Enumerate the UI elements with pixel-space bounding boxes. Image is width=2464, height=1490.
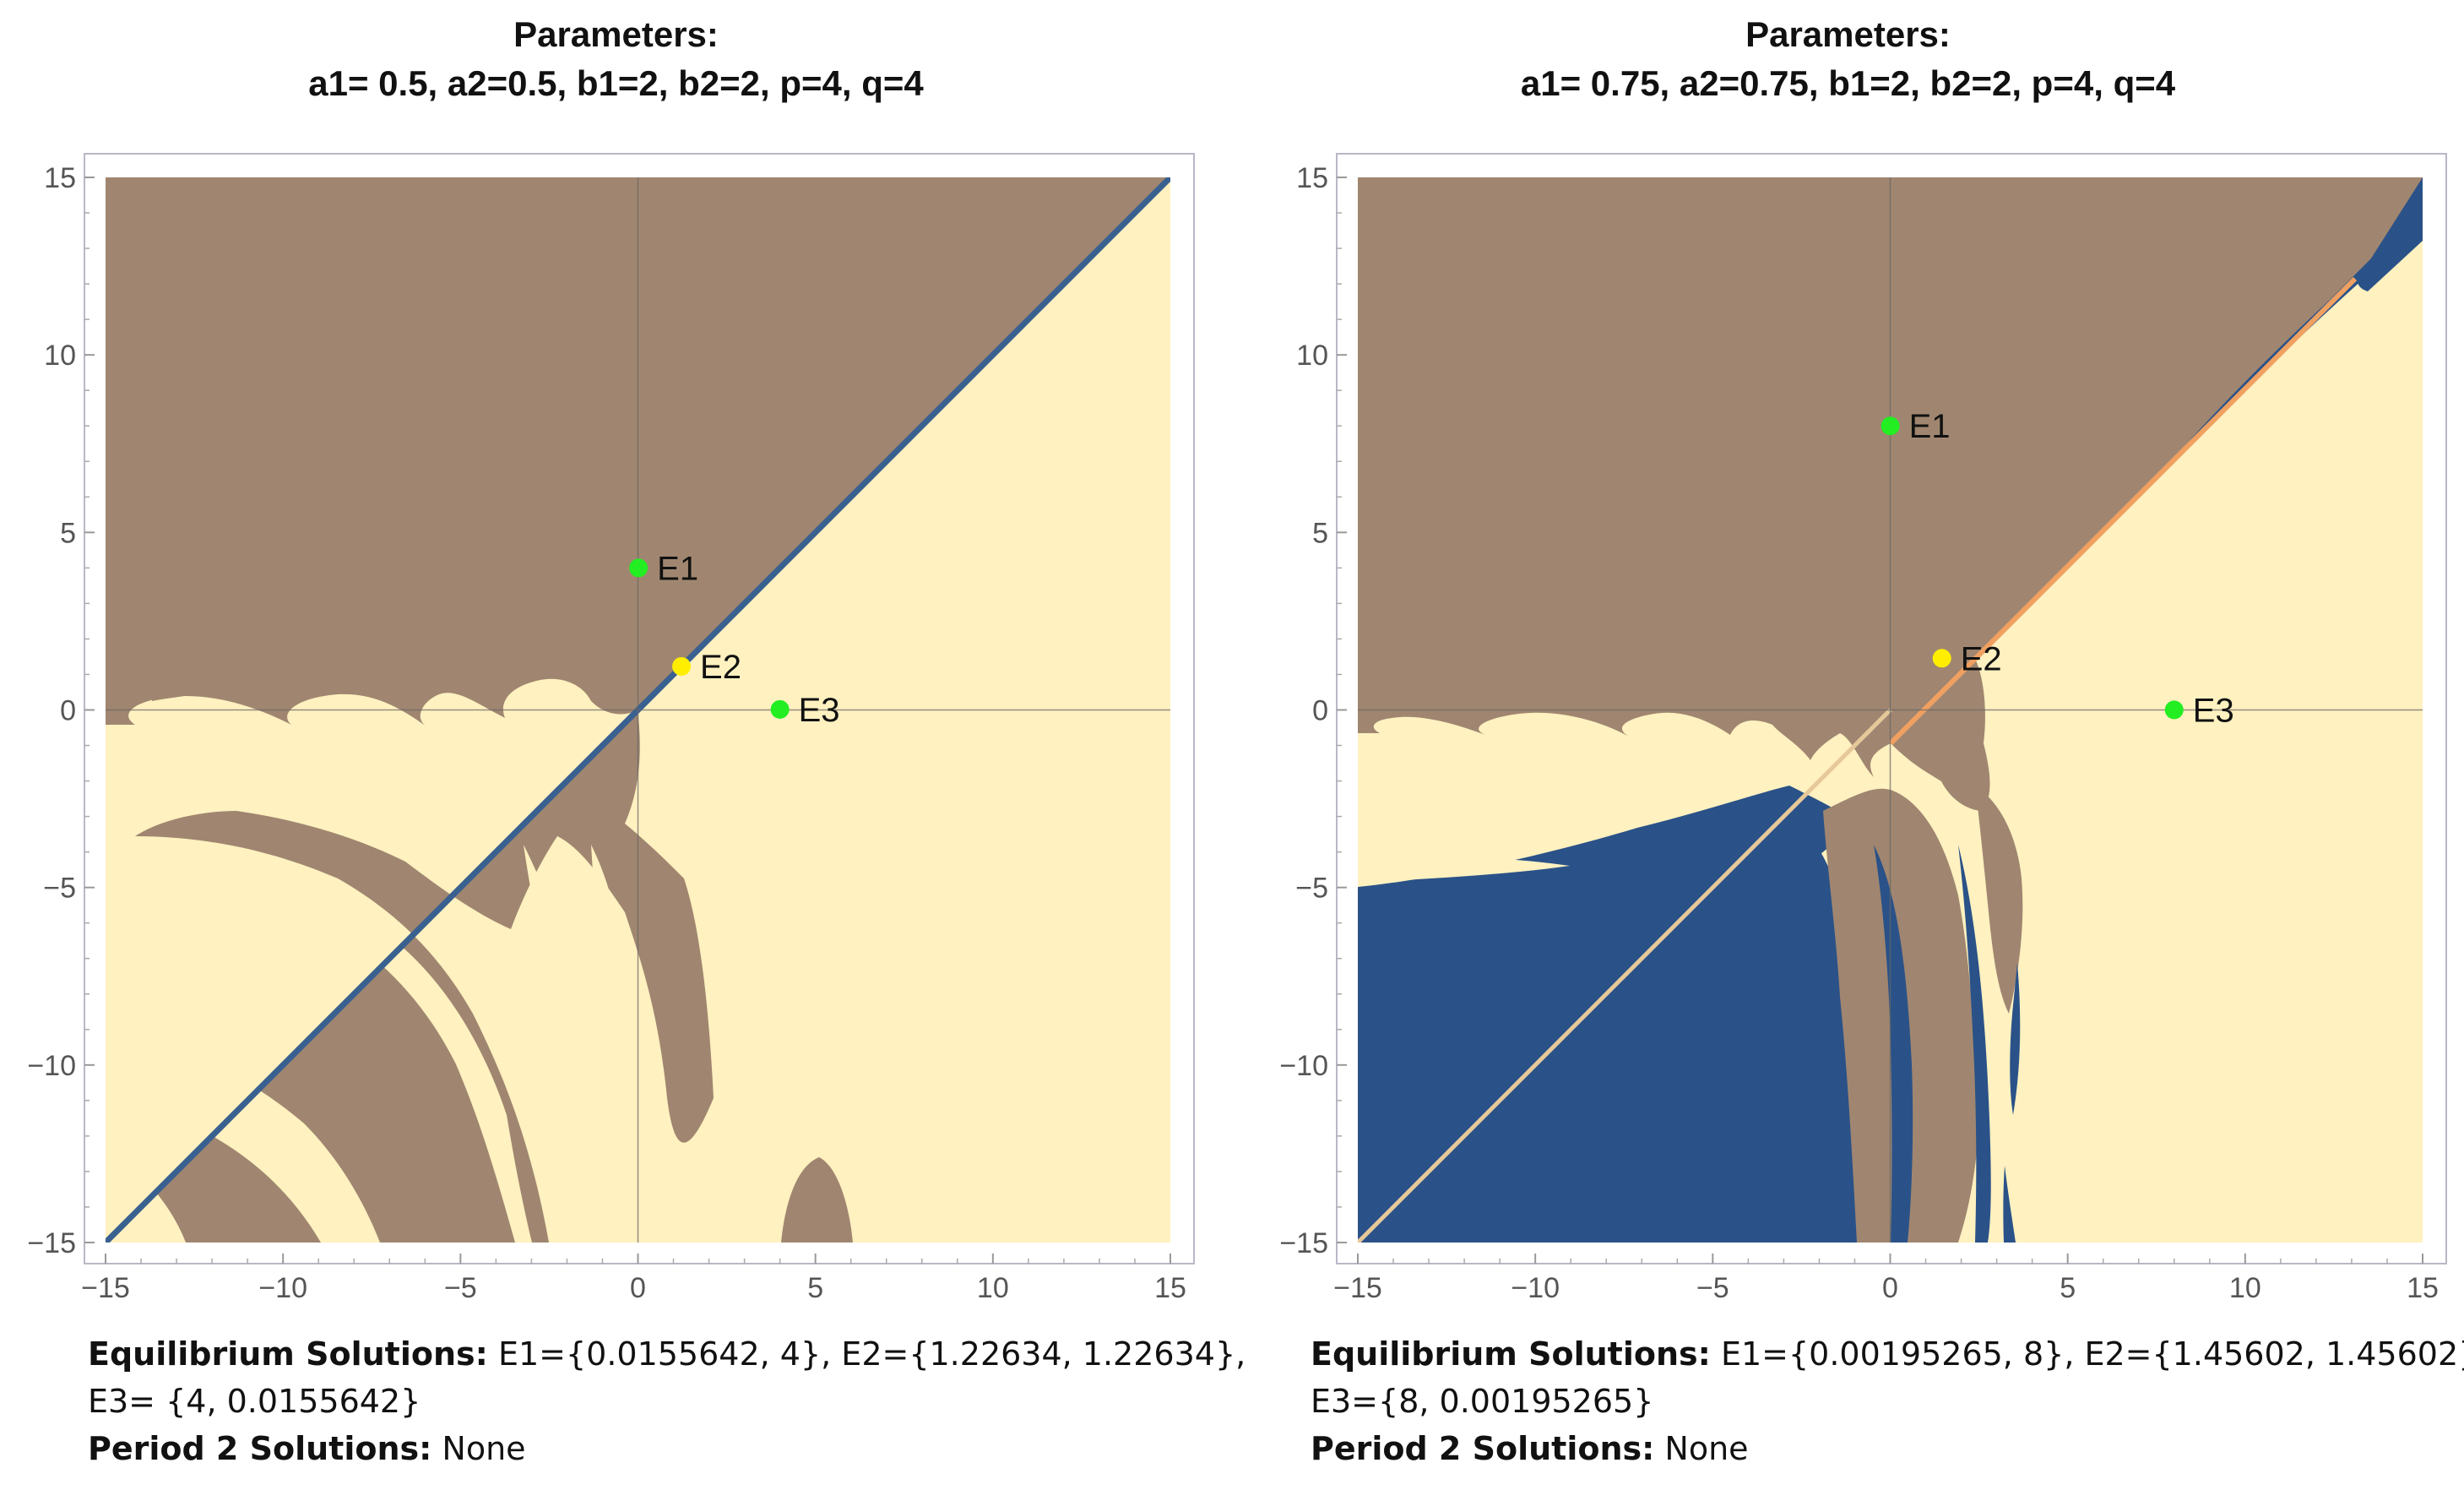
footer-text: Equilibrium Solutions: E1={0.00195265, 8… <box>1311 1330 2464 1472</box>
equilibrium-label: E1 <box>1909 408 1951 445</box>
equilibrium-point <box>1932 649 1951 668</box>
equilibrium-line-2: E3= {4, 0.0155642} <box>88 1383 421 1420</box>
period2-line: Period 2 Solutions: None <box>88 1425 1246 1472</box>
x-tick-label: −5 <box>444 1272 477 1304</box>
equilibrium-label: Equilibrium Solutions: <box>88 1335 488 1373</box>
basin-region-cream <box>1358 748 1570 781</box>
x-tick-label: 5 <box>2060 1272 2076 1304</box>
equilibrium-values: E1={0.00195265, 8}, E2={1.45602, 1.45602… <box>1710 1335 2464 1373</box>
x-tick-label: 0 <box>1882 1272 1898 1304</box>
plot-frame <box>84 153 1195 1264</box>
x-tick-label: 5 <box>807 1272 823 1304</box>
plot-area: E1 E2 E3 <box>106 177 1170 1243</box>
basin-region-blue <box>1874 845 1913 1243</box>
basin-plot: E1 E2 E3 −15 −10 −5 0 5 10 15 −15 −10 −5 0 5 10 15 <box>1279 153 2447 1304</box>
y-tick-label: −15 <box>1279 1227 1328 1259</box>
basin-region-cream <box>524 845 601 1149</box>
equilibrium-point <box>770 699 790 719</box>
basin-region-brown <box>253 647 456 672</box>
x-tick-label: −5 <box>1696 1272 1729 1304</box>
equilibrium-label: E1 <box>657 550 698 587</box>
equilibrium-point <box>672 656 692 676</box>
equilibrium-values: E1={0.0155642, 4}, E2={1.22634, 1.22634}… <box>487 1335 1246 1373</box>
y-tick-label: 5 <box>60 517 76 549</box>
basin-region-brown <box>152 666 355 701</box>
diagonal-line <box>1358 708 1892 1243</box>
basin-region-brown <box>106 583 253 632</box>
basin-region-cream <box>135 866 532 1243</box>
x-tick-label: 0 <box>630 1272 646 1304</box>
basin-region-blue <box>1358 811 1878 1243</box>
x-tick-label: 15 <box>1154 1272 1186 1304</box>
x-tick-label: 10 <box>977 1272 1009 1304</box>
x-tick-label: −15 <box>1333 1272 1382 1304</box>
y-tick-label: 10 <box>44 340 76 372</box>
chart-title: Parameters: a1= 0.75, a2=0.75, b1=2, b2=… <box>1232 10 2464 108</box>
y-tick-label: 10 <box>1296 340 1328 372</box>
diagonal-line <box>1888 276 2358 746</box>
equilibrium-point <box>1881 416 1900 436</box>
period2-label: Period 2 Solutions: <box>88 1430 432 1467</box>
period2-value: None <box>1654 1430 1749 1467</box>
period2-value: None <box>431 1430 526 1467</box>
y-tick-label: 15 <box>1296 162 1328 194</box>
plot-frame <box>1336 153 2447 1264</box>
basin-region-cream <box>1358 856 1570 883</box>
basin-region-blue <box>2003 1166 2016 1243</box>
period2-label: Period 2 Solutions: <box>1311 1430 1655 1467</box>
equilibrium-label: E3 <box>2193 692 2234 729</box>
equilibrium-label: E3 <box>799 692 840 729</box>
chart-title-line2: a1= 0.5, a2=0.5, b1=2, b2=2, p=4, q=4 <box>308 63 924 103</box>
basin-region-blue <box>1958 845 1991 1243</box>
equilibrium-label: Equilibrium Solutions: <box>1311 1335 1711 1373</box>
basin-region-brown <box>1975 786 2023 1014</box>
equilibrium-point <box>2164 700 2184 720</box>
equilibrium-line-1: Equilibrium Solutions: E1={0.00195265, 8… <box>1311 1330 2464 1378</box>
basin-region-cream <box>1358 803 1637 840</box>
equilibrium-label: E2 <box>700 649 741 686</box>
y-tick-label: −5 <box>43 873 76 905</box>
basin-plot: E1 E2 E3 −15 −10 −5 0 5 10 15 −15 −10 −5 0 5 10 15 <box>27 153 1195 1304</box>
basin-region-brown <box>1891 659 1990 811</box>
y-tick-label: 5 <box>1312 517 1328 549</box>
plot-area: E1 E2 E3 <box>1358 177 2423 1243</box>
chart-panel-right: Parameters: a1= 0.75, a2=0.75, b1=2, b2=… <box>1232 0 2464 1490</box>
period2-line: Period 2 Solutions: None <box>1311 1425 2464 1472</box>
y-tick-label: −15 <box>27 1227 76 1259</box>
y-tick-label: −10 <box>1279 1050 1328 1082</box>
x-tick-label: −10 <box>1511 1272 1560 1304</box>
x-tick-label: 10 <box>2229 1272 2261 1304</box>
x-tick-label: −15 <box>81 1272 130 1304</box>
basin-region-brown <box>106 486 203 541</box>
chart-panel-left: Parameters: a1= 0.5, a2=0.5, b1=2, b2=2,… <box>0 10 1246 1467</box>
basin-region-blue <box>2010 963 2021 1115</box>
equilibrium-label: E2 <box>1961 640 2002 677</box>
y-tick-label: −5 <box>1295 873 1328 905</box>
x-tick-label: 15 <box>2407 1272 2439 1304</box>
equilibrium-line-1: Equilibrium Solutions: E1={0.0155642, 4}… <box>88 1330 1246 1378</box>
basin-region-brown <box>781 1157 853 1243</box>
y-tick-label: 0 <box>60 695 76 727</box>
chart-title: Parameters: a1= 0.5, a2=0.5, b1=2, b2=2,… <box>0 10 1232 108</box>
y-tick-label: 0 <box>1312 695 1328 727</box>
y-tick-label: 15 <box>44 162 76 194</box>
equilibrium-line-2: E3={8, 0.00195265} <box>1311 1383 1654 1420</box>
basin-region-cream <box>591 845 629 1014</box>
x-tick-label: −10 <box>258 1272 307 1304</box>
chart-title-line1: Parameters: <box>1745 14 1951 54</box>
chart-title-line2: a1= 0.75, a2=0.75, b1=2, b2=2, p=4, q=4 <box>1520 63 2176 103</box>
equilibrium-point <box>629 558 649 578</box>
chart-title-line1: Parameters: <box>513 14 719 54</box>
basin-region-cream <box>106 1026 380 1243</box>
y-tick-label: −10 <box>27 1050 76 1082</box>
footer-text: Equilibrium Solutions: E1={0.0155642, 4}… <box>88 1330 1246 1472</box>
